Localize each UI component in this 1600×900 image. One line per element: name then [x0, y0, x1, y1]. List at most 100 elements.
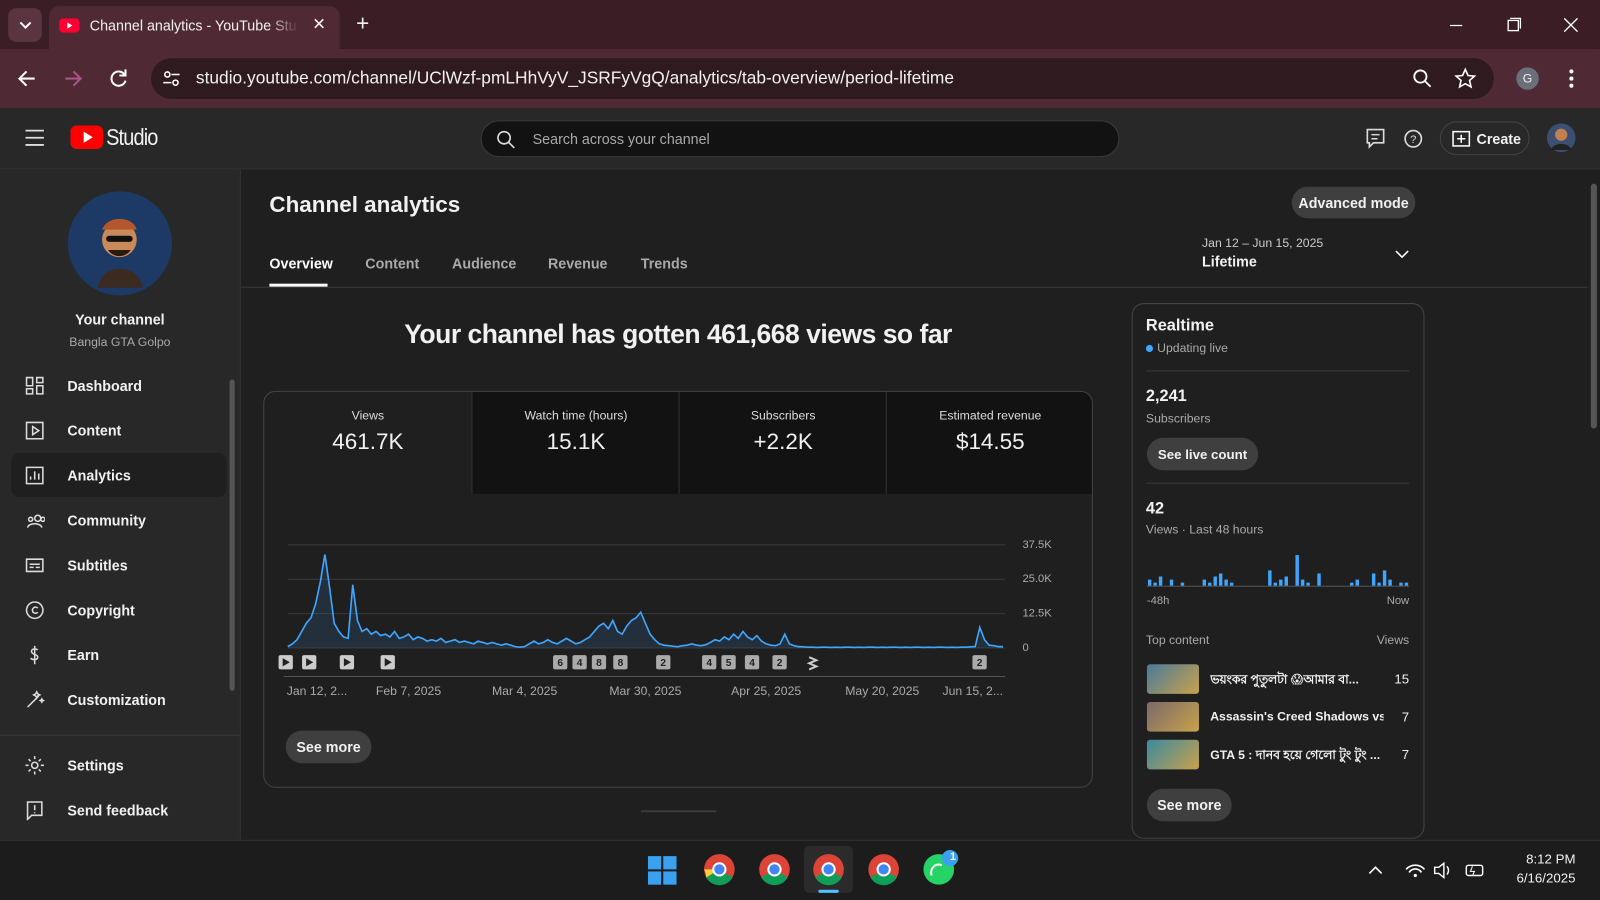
realtime-card: [1131, 303, 1425, 839]
nav-label: Community: [67, 511, 146, 529]
nav-item[interactable]: Earn: [11, 633, 226, 677]
video-title[interactable]: GTA 5 : দানব হয়ে গেলো টুং টুং ...: [1210, 747, 1381, 763]
video-title[interactable]: Assassin's Creed Shadows vs...: [1210, 709, 1384, 724]
realtime-title: Realtime: [1145, 317, 1214, 335]
nav-item[interactable]: Copyright: [11, 588, 226, 632]
nav-item[interactable]: Customization: [11, 678, 226, 722]
thumbnail[interactable]: [1146, 664, 1199, 694]
system-tray[interactable]: [1365, 859, 1487, 881]
nav-item[interactable]: Analytics: [11, 453, 227, 497]
tab-title: Channel analytics - YouTube Stu: [89, 17, 297, 34]
divider: [1145, 370, 1410, 372]
realtime-bar: [1224, 579, 1228, 586]
tab[interactable]: Content: [365, 255, 420, 272]
account-avatar[interactable]: [1546, 123, 1576, 153]
metric-label: Views: [351, 408, 385, 423]
marker-box: [656, 655, 671, 670]
logo-text[interactable]: Studio: [106, 123, 158, 150]
realtime-bar: [1377, 582, 1381, 586]
advanced-mode-button[interactable]: Advanced mode: [1291, 186, 1416, 219]
tab[interactable]: Audience: [452, 255, 517, 272]
tab-search-button[interactable]: [8, 8, 42, 42]
metric-tile[interactable]: Estimated revenue $14.55: [885, 391, 1092, 494]
nav-buttons[interactable]: [14, 65, 136, 92]
taskbar-apps[interactable]: [633, 845, 970, 896]
live-count-button[interactable]: See live count: [1146, 437, 1259, 471]
nav-item[interactable]: Dashboard: [11, 363, 226, 407]
realtime-bar: [1350, 582, 1354, 586]
marker-box: [591, 655, 607, 670]
address-bar[interactable]: studio.youtube.com/channel/UClWzf-pmLHhV…: [151, 58, 1494, 99]
nav-item[interactable]: Send feedback: [11, 788, 226, 832]
realtime-bar: [1273, 582, 1278, 586]
thumbnail[interactable]: [1146, 702, 1199, 732]
tab[interactable]: Revenue: [547, 255, 608, 272]
whatsapp-badge: 1: [949, 851, 957, 864]
metric-tile[interactable]: Watch time (hours) 15.1K: [471, 391, 680, 494]
tab[interactable]: Overview: [269, 255, 333, 272]
line: [287, 554, 1004, 649]
nav-label: Dashboard: [67, 377, 142, 394]
x-tick-label: May 20, 2025: [845, 684, 919, 698]
realtime-bar: [1208, 582, 1212, 586]
y-tick-label: 12.5K: [1022, 608, 1052, 620]
nav-item[interactable]: Subtitles: [11, 543, 226, 587]
see-more-button[interactable]: See more: [285, 730, 372, 764]
nav-item[interactable]: Community: [11, 498, 226, 542]
realtime-bar: [1147, 579, 1152, 586]
video-title[interactable]: ভয়ংকর পুতুলটা 😱আমার বা...: [1210, 672, 1359, 687]
create-button[interactable]: Create: [1439, 121, 1530, 156]
create-label: Create: [1476, 130, 1522, 147]
marker-box: [702, 655, 717, 670]
header-icons[interactable]: ?: [1365, 128, 1426, 150]
scroll-thumb[interactable]: [1590, 183, 1597, 429]
metric-tile[interactable]: Subscribers +2.2K: [678, 391, 887, 494]
taskbar: [0, 839, 1600, 900]
realtime-see-more[interactable]: See more: [1146, 788, 1232, 822]
realtime-bar: [1158, 576, 1163, 586]
nav-icon: [26, 800, 43, 820]
search-placeholder: Search across your channel: [532, 130, 710, 147]
realtime-bar: [1279, 579, 1283, 586]
realtime-bar: [1399, 582, 1403, 586]
marker-box: [972, 655, 987, 670]
browser-menu[interactable]: [1565, 67, 1577, 89]
headline: Your channel has gotten 461,668 views so…: [404, 318, 952, 349]
marker-count: 2: [660, 658, 666, 669]
marker-count: 2: [777, 658, 783, 669]
marker-count: 4: [706, 658, 712, 669]
subscriber-label: Subscribers: [1145, 411, 1211, 426]
overview-card: Views 461.7K Watch time (hours) 15.1K Subscr…: [263, 390, 1093, 788]
marker-count: 5: [726, 658, 732, 669]
tab-close[interactable]: ✕: [312, 16, 326, 34]
thumbnail[interactable]: [1146, 739, 1199, 770]
realtime-bar: [1229, 582, 1234, 586]
tab[interactable]: Trends: [640, 255, 688, 272]
active-tab[interactable]: Channel analytics - YouTube Stu ✕: [48, 6, 340, 49]
realtime-bar: [1180, 582, 1185, 586]
channel-avatar[interactable]: [67, 191, 172, 296]
period-dropdown[interactable]: [1394, 248, 1410, 260]
menu-button[interactable]: [24, 129, 44, 147]
video-views: 7: [1401, 709, 1410, 725]
metric-value: +2.2K: [753, 428, 813, 455]
realtime-bar: [1218, 573, 1223, 586]
channel-label: Your channel: [75, 311, 165, 328]
nav-item[interactable]: Settings: [11, 743, 226, 787]
x-tick-label: Mar 4, 2025: [492, 684, 557, 698]
nav-label: Analytics: [67, 466, 131, 484]
search-box[interactable]: Search across your channel: [480, 120, 1120, 158]
nav-item[interactable]: Content: [11, 408, 226, 452]
metric-label: Watch time (hours): [524, 408, 628, 423]
profile-button[interactable]: G: [1516, 67, 1539, 90]
tab-indicator: [269, 283, 328, 287]
new-tab[interactable]: +: [356, 10, 370, 36]
realtime-bar: [1382, 570, 1387, 586]
clock-date: 6/16/2025: [1516, 870, 1576, 886]
period[interactable]: Lifetime: [1202, 253, 1257, 270]
x-tick-label: Mar 30, 2025: [609, 684, 681, 698]
metric-tile[interactable]: Views 461.7K: [264, 392, 471, 494]
x-tick-label: Jun 15, 2...: [943, 684, 1004, 698]
video-marker: [278, 655, 293, 670]
